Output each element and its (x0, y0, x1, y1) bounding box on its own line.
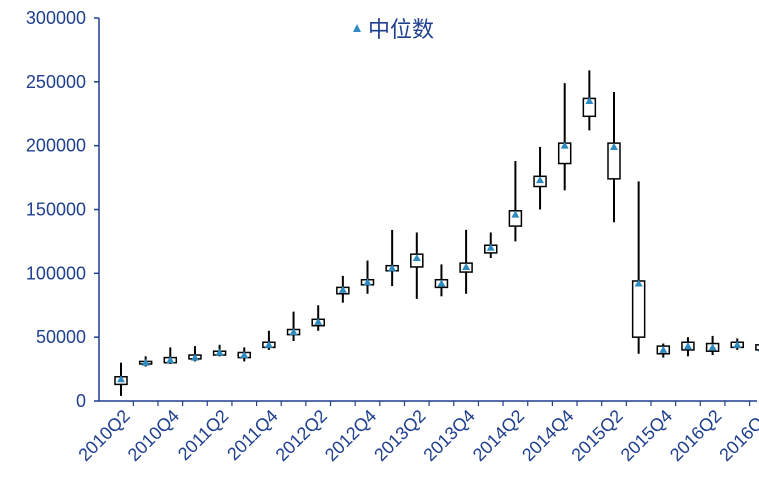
x-tick-label: 2010Q2 (74, 406, 133, 465)
median-marker (511, 210, 520, 218)
x-tick-label: 2010Q4 (124, 406, 183, 465)
median-marker (536, 176, 545, 184)
median-marker (610, 142, 618, 150)
box-2014Q2 (508, 160, 523, 242)
box-series (114, 70, 759, 396)
box-2012Q4 (360, 260, 375, 294)
box-2016Q2 (705, 335, 720, 356)
median-marker (117, 375, 125, 383)
box-2013Q1 (385, 229, 399, 287)
median-marker (264, 340, 273, 348)
median-marker (338, 285, 347, 293)
median-marker (437, 279, 446, 287)
legend-label-median: 中位数 (368, 18, 434, 43)
box-2010Q2 (114, 362, 128, 396)
box-2012Q2 (311, 305, 325, 331)
x-tick-label: 2015Q4 (617, 406, 676, 465)
y-tick-label: 0 (76, 391, 86, 411)
median-marker (462, 262, 471, 270)
median-marker (363, 278, 372, 286)
box-2014Q3 (533, 146, 547, 210)
y-tick-label: 50000 (36, 327, 86, 347)
median-marker (240, 351, 249, 359)
median-marker (388, 264, 397, 272)
x-axis-tick-labels: 2010Q22010Q42011Q22011Q42012Q22012Q42013… (74, 406, 759, 465)
median-marker (683, 342, 692, 350)
box-2013Q2 (410, 232, 424, 299)
x-tick-label: 2013Q2 (370, 406, 429, 465)
median-marker (659, 345, 668, 353)
median-marker (412, 254, 421, 262)
median-marker (634, 279, 643, 287)
median-marker (190, 353, 199, 361)
box-2010Q3 (138, 356, 153, 367)
median-marker (215, 348, 224, 356)
x-tick-label: 2013Q4 (419, 406, 478, 465)
box-2015Q3 (631, 181, 646, 354)
box-2015Q2 (607, 92, 621, 223)
legend: 中位数 (353, 18, 434, 43)
y-tick-label: 300000 (26, 8, 86, 28)
x-tick-label: 2011Q4 (223, 406, 281, 464)
y-tick-label: 150000 (26, 200, 86, 220)
chart-axes (94, 17, 757, 406)
median-marker (166, 356, 175, 364)
box-2013Q3 (434, 264, 449, 297)
median-marker (733, 340, 742, 348)
median-marker (486, 243, 495, 251)
x-tick-label: 2014Q2 (469, 406, 528, 465)
box-2011Q2 (212, 344, 227, 357)
box-2011Q3 (237, 347, 251, 362)
y-tick-label: 250000 (26, 72, 86, 92)
median-marker (289, 328, 298, 336)
box-2016Q1 (681, 337, 695, 357)
median-marker (708, 343, 717, 351)
box-2012Q1 (286, 311, 301, 341)
x-tick-label: 2014Q4 (518, 406, 577, 465)
x-tick-label: 2012Q4 (321, 406, 380, 465)
x-tick-label: 2011Q2 (174, 406, 232, 464)
box-2015Q4 (656, 343, 671, 358)
x-tick-label: 2016Q2 (666, 406, 725, 465)
box-2016Q3 (730, 338, 744, 350)
y-axis-tick-labels: 0 50000 100000 150000 200000 250000 300000 (26, 8, 86, 411)
median-marker (314, 317, 323, 325)
box-2014Q4 (557, 83, 572, 191)
y-tick-label: 200000 (26, 136, 86, 156)
box-2013Q4 (459, 229, 473, 294)
median-marker (585, 96, 594, 104)
y-tick-label: 100000 (26, 263, 86, 283)
x-tick-label: 2012Q2 (272, 406, 331, 465)
box-2012Q3 (336, 275, 350, 303)
box-2011Q1 (188, 346, 202, 362)
legend-marker-triangle-icon (353, 24, 361, 32)
box-2011Q4 (262, 330, 276, 350)
box-2015Q1 (582, 70, 597, 131)
box-2014Q1 (484, 232, 498, 259)
box-2010Q4 (163, 347, 178, 364)
median-marker (141, 358, 150, 366)
box-body (631, 280, 646, 338)
box-body (755, 344, 759, 351)
x-tick-label: 2015Q2 (567, 406, 626, 465)
median-marker (560, 141, 569, 149)
x-tick-label: 2016Q4 (715, 406, 759, 465)
